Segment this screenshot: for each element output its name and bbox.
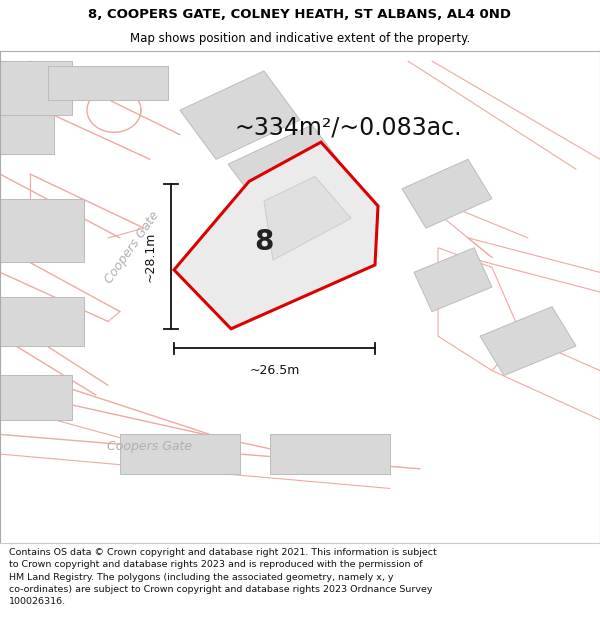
Polygon shape: [264, 176, 351, 260]
Polygon shape: [414, 248, 492, 312]
Polygon shape: [0, 199, 84, 262]
Text: Coopers Gate: Coopers Gate: [107, 440, 193, 453]
Polygon shape: [0, 297, 84, 346]
Text: ~334m²/~0.083ac.: ~334m²/~0.083ac.: [234, 116, 462, 139]
Text: Contains OS data © Crown copyright and database right 2021. This information is : Contains OS data © Crown copyright and d…: [9, 548, 437, 606]
Text: 8: 8: [254, 228, 274, 256]
Text: Map shows position and indicative extent of the property.: Map shows position and indicative extent…: [130, 32, 470, 45]
Polygon shape: [228, 223, 348, 312]
Polygon shape: [0, 61, 72, 115]
Polygon shape: [48, 66, 168, 101]
Polygon shape: [120, 434, 240, 474]
Text: 8, COOPERS GATE, COLNEY HEATH, ST ALBANS, AL4 0ND: 8, COOPERS GATE, COLNEY HEATH, ST ALBANS…: [89, 8, 511, 21]
Polygon shape: [174, 142, 378, 329]
Polygon shape: [228, 125, 360, 228]
Polygon shape: [0, 376, 72, 420]
Polygon shape: [0, 115, 54, 154]
Text: ~28.1m: ~28.1m: [143, 231, 157, 281]
Polygon shape: [270, 434, 390, 474]
Text: ~26.5m: ~26.5m: [250, 364, 299, 377]
Polygon shape: [402, 159, 492, 228]
Text: Coopers Gate: Coopers Gate: [102, 209, 162, 286]
Polygon shape: [180, 71, 300, 159]
Polygon shape: [480, 307, 576, 376]
